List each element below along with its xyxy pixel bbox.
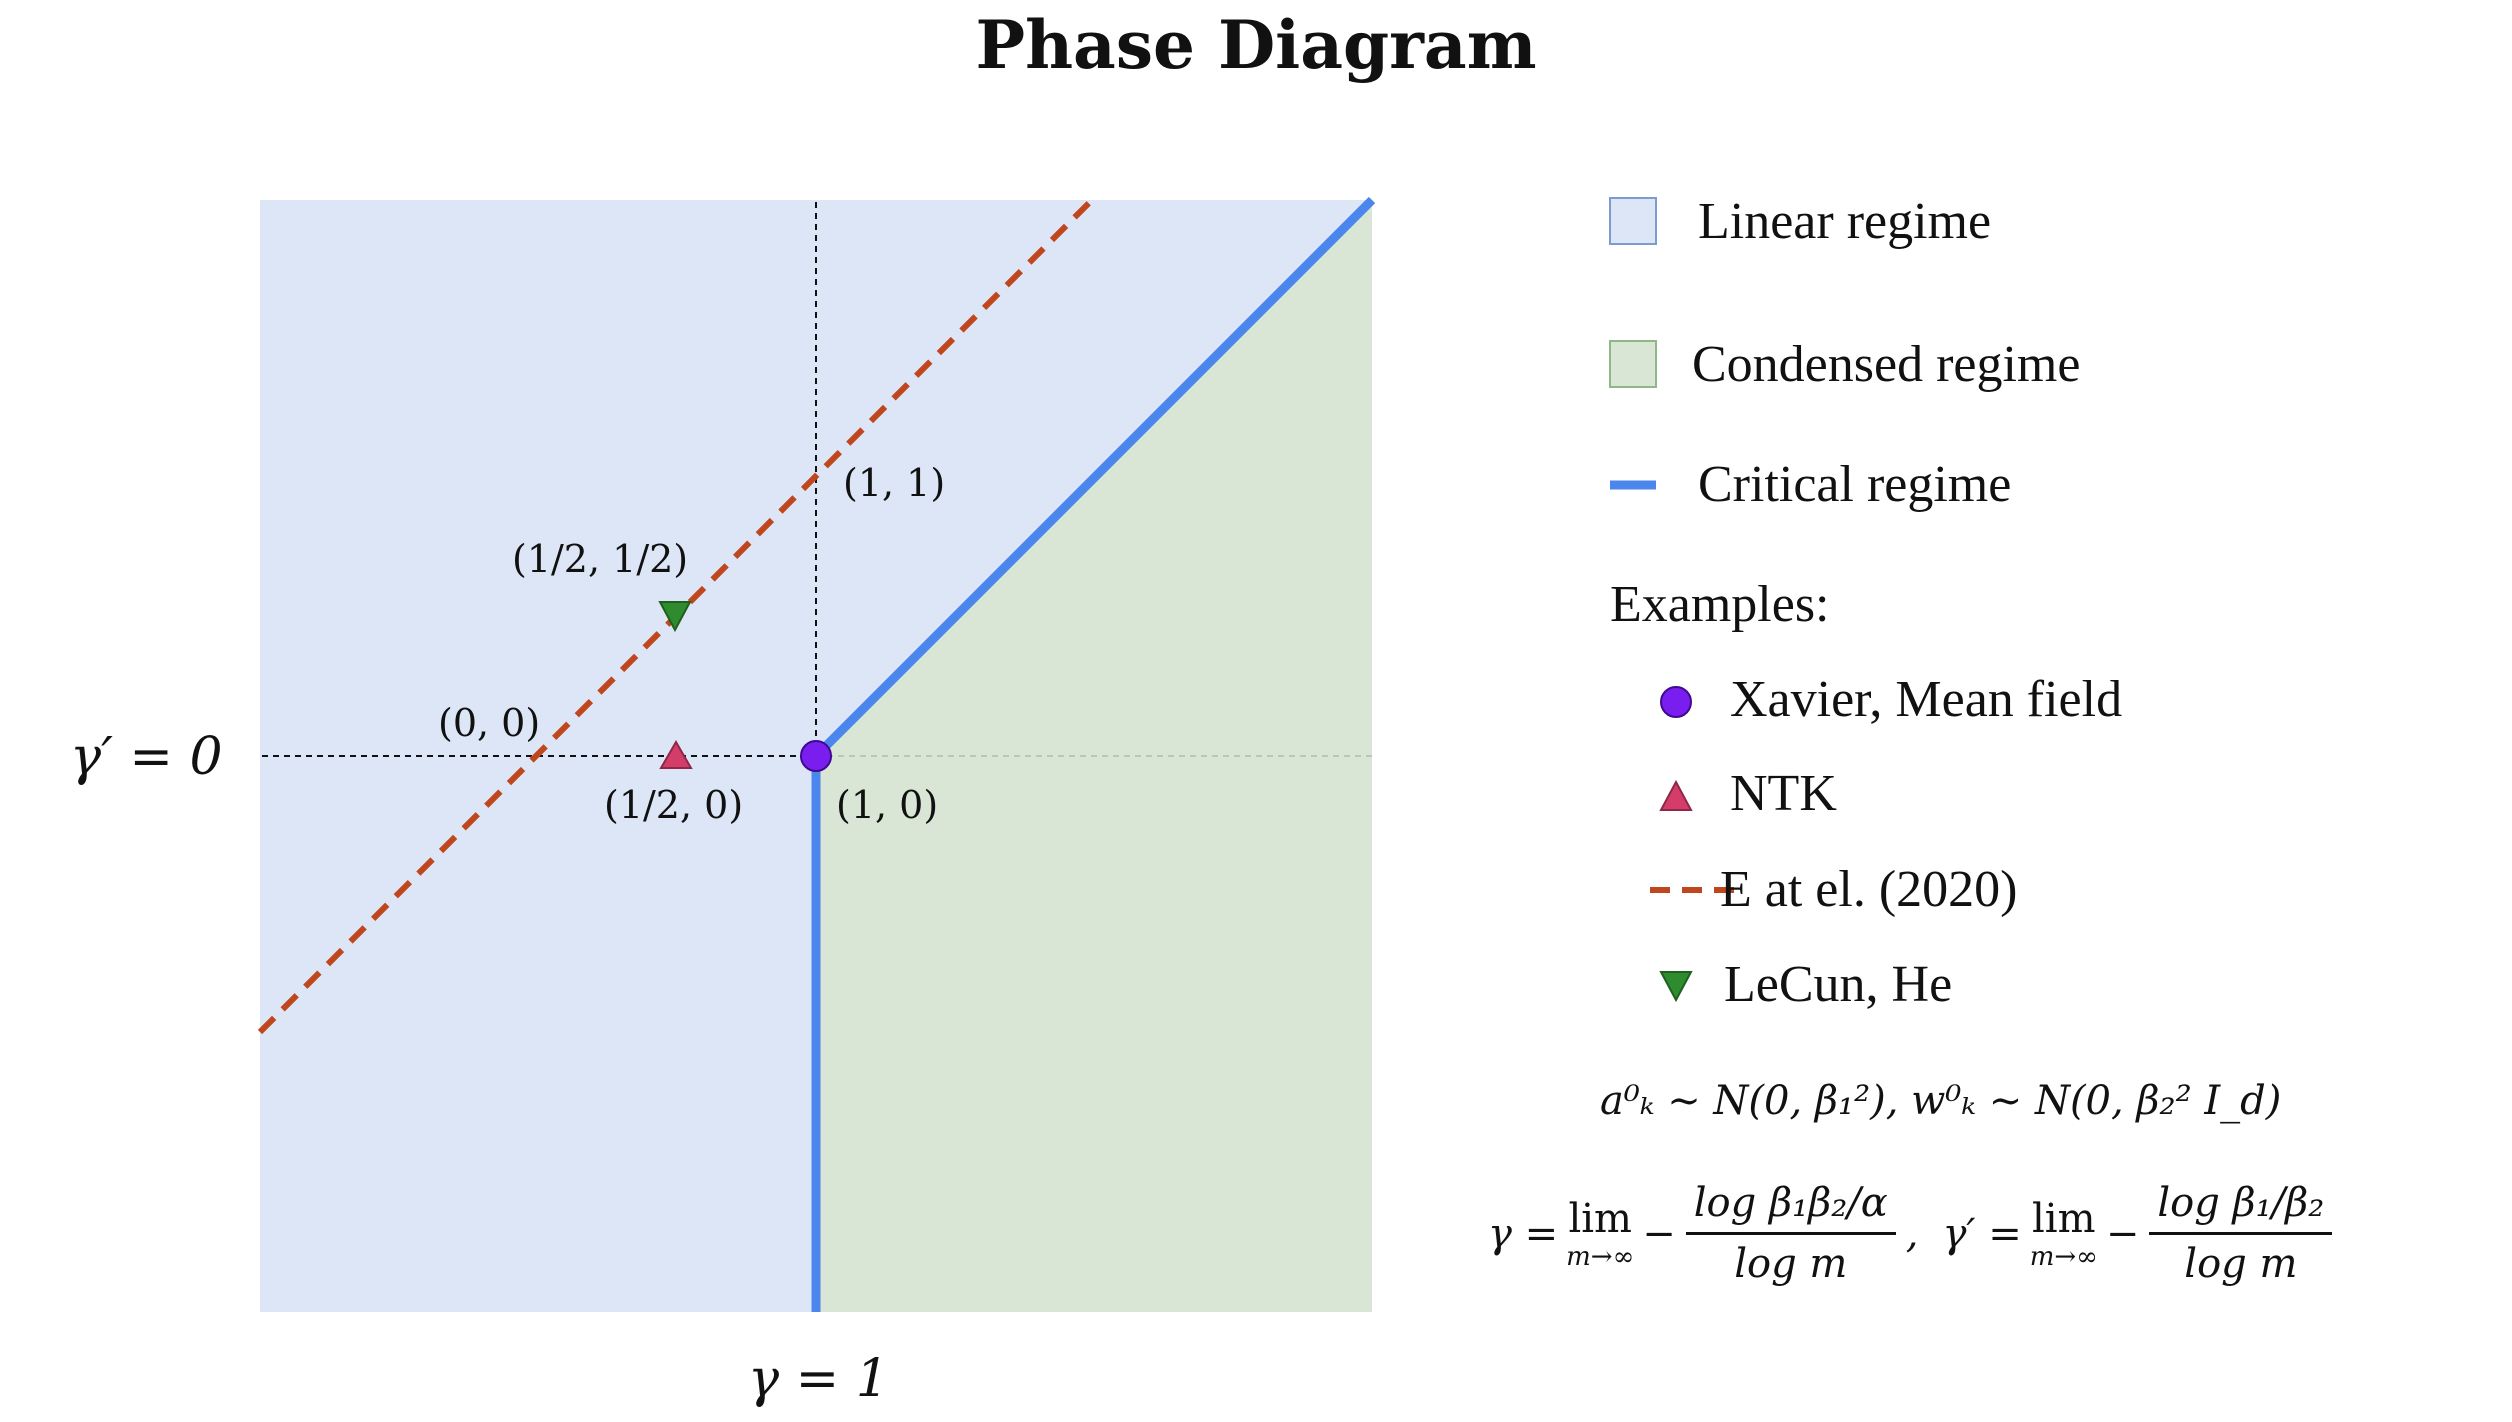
- label-point-0-0: (0, 0): [438, 701, 540, 745]
- legend-linear-swatch: [1609, 197, 1657, 245]
- legend-ntk-label: NTK: [1730, 765, 1837, 822]
- initialization-formula: a⁰ₖ ∼ N(0, β₁²), w⁰ₖ ∼ N(0, β₂² I_d): [1600, 1078, 2282, 1124]
- xavier-marker: [800, 740, 832, 772]
- label-point-1-0: (1, 0): [836, 783, 938, 827]
- gamma-lim-subscript: m→∞: [1566, 1241, 1635, 1272]
- gamma-lim-word: lim: [1568, 1195, 1632, 1242]
- page-title: Phase Diagram: [975, 6, 1537, 84]
- y-axis-label: γ′ = 0: [70, 727, 223, 787]
- legend-linear-label: Linear regime: [1698, 193, 1992, 250]
- gamma-prime-limit: lim m→∞: [2030, 1196, 2098, 1272]
- gamma-lhs: γ =: [1488, 1210, 1559, 1257]
- legend-condensed-label: Condensed regime: [1692, 336, 2081, 393]
- gamma-prime-lim-word: lim: [2032, 1195, 2096, 1242]
- gamma-prime-denominator: log m: [2184, 1241, 2298, 1287]
- gamma-prime-lhs: γ′ =: [1942, 1210, 2022, 1257]
- gamma-definition-formula: γ = lim m→∞ − log β₁β₂/α log m , γ′ = li…: [1488, 1180, 2342, 1287]
- lecun-marker: [658, 601, 692, 633]
- legend-critical-label: Critical regime: [1698, 456, 2012, 513]
- legend-xavier-marker: [1660, 686, 1692, 718]
- gamma-fraction: log β₁β₂/α log m: [1685, 1180, 1896, 1287]
- gamma-limit: lim m→∞: [1566, 1196, 1634, 1272]
- legend-e-et-al-label: E at el. (2020): [1720, 861, 2018, 918]
- label-point-half-0: (1/2, 0): [604, 783, 743, 827]
- gamma-prime-minus-sign: −: [2105, 1210, 2140, 1257]
- label-point-half-half: (1/2, 1/2): [512, 537, 688, 581]
- legend-condensed-swatch: [1609, 340, 1657, 388]
- gamma-minus-sign: −: [1642, 1210, 1676, 1257]
- gamma-prime-fraction: log β₁/β₂ log m: [2149, 1180, 2333, 1287]
- legend-lecun-label: LeCun, He: [1724, 956, 1953, 1013]
- gamma-comma: ,: [1905, 1210, 1919, 1257]
- legend-xavier-label: Xavier, Mean field: [1730, 671, 2123, 728]
- ntk-marker: [659, 739, 693, 769]
- x-axis-label: γ = 1: [748, 1349, 889, 1409]
- legend-lecun-marker: [1659, 971, 1693, 1003]
- gamma-prime-lim-subscript: m→∞: [2029, 1241, 2098, 1272]
- legend-examples-heading: Examples:: [1610, 576, 1830, 633]
- gamma-prime-numerator: log β₁/β₂: [2149, 1180, 2333, 1235]
- gamma-numerator: log β₁β₂/α: [1685, 1180, 1896, 1235]
- label-point-1-1: (1, 1): [843, 461, 945, 505]
- gamma-denominator: log m: [1734, 1241, 1848, 1287]
- legend-ntk-marker: [1659, 779, 1693, 811]
